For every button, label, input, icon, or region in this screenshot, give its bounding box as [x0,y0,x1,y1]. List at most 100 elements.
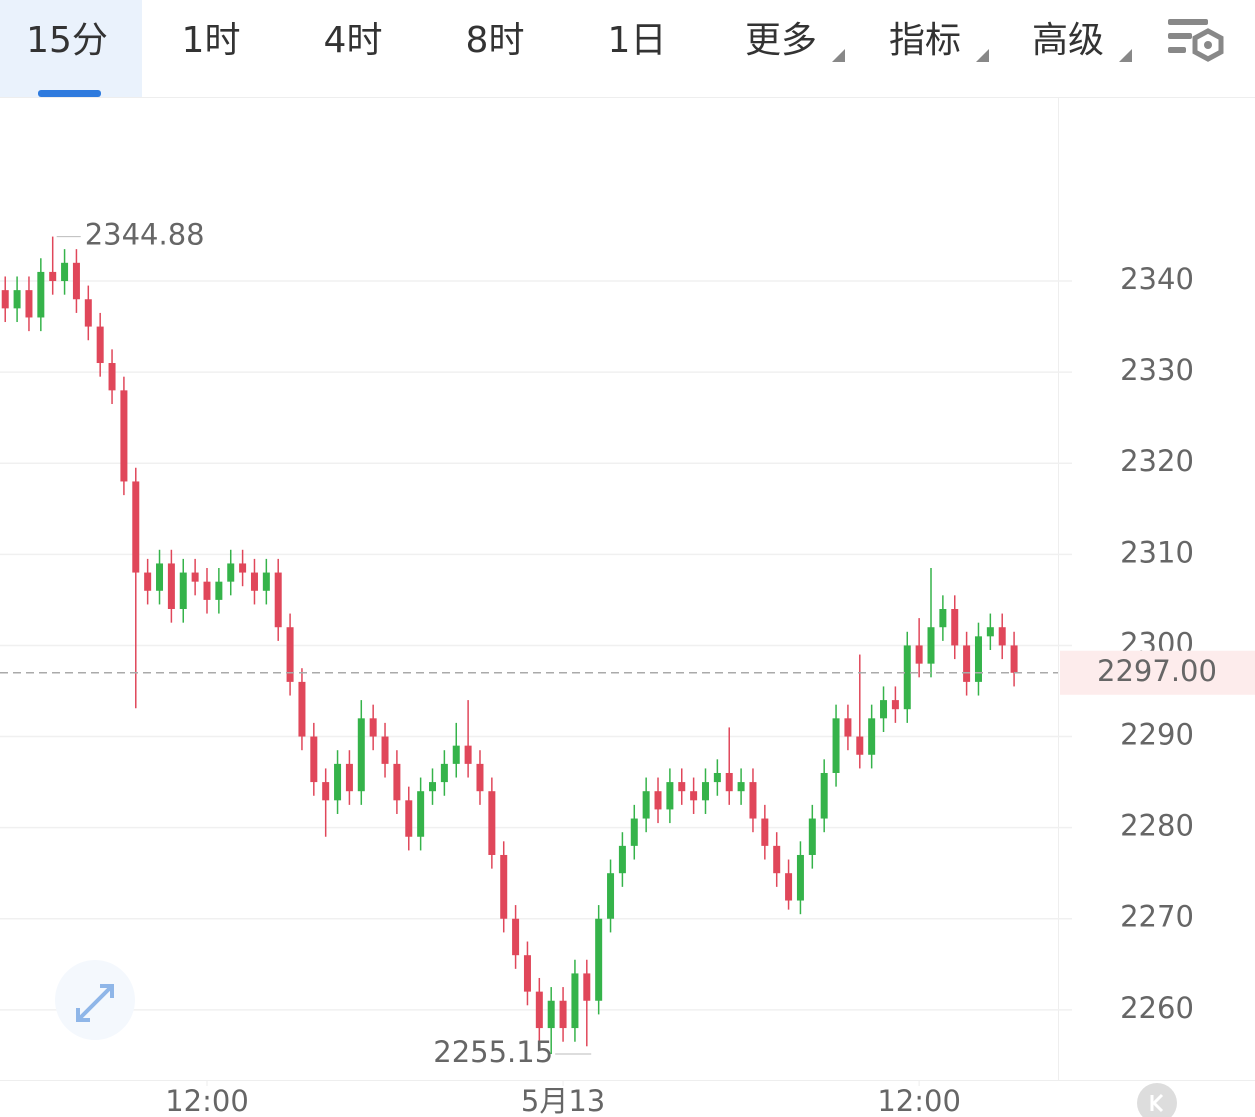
candle-body [713,772,721,783]
candle-body [749,782,757,819]
candle-body [476,763,484,792]
tab[interactable]: 8时 [466,20,525,61]
candle-body [405,800,413,837]
candle-body [986,627,994,637]
last-price-label: 2297.00 [1097,654,1217,688]
candle-body [915,645,923,664]
tab[interactable]: 1日 [608,20,667,61]
candle-body [607,873,615,919]
candle-body [120,390,128,482]
active-tab-bg [0,0,142,97]
candle-body [61,262,69,282]
candle-body [369,718,377,737]
tab[interactable]: 高级 [1032,20,1104,61]
candle-body [262,572,270,591]
y-tick-label: 2280 [1120,809,1194,843]
y-tick-label: 2310 [1120,535,1194,569]
candle-body [96,326,104,364]
candle-body [761,818,769,846]
tab[interactable]: 更多 [745,20,817,61]
y-tick-label: 2290 [1120,718,1194,752]
tab[interactable]: 15分 [26,20,108,61]
candle-body [880,700,888,719]
expand-button[interactable] [55,960,135,1040]
candle-body [820,772,828,819]
candle-body [239,563,247,573]
x-tick-label: 12:00 [877,1084,961,1117]
candle-body [785,873,793,901]
candle-body [856,736,864,755]
candle-body [417,791,425,837]
candle-body [998,627,1006,646]
y-tick-label: 2330 [1120,353,1194,387]
candle-body [250,572,258,591]
candle-body [440,763,448,783]
candle-body [72,262,80,300]
y-tick-label: 2340 [1120,262,1194,296]
candle-body [500,854,508,919]
candle-body [725,772,733,792]
candle-body [191,572,199,582]
tab[interactable]: 4时 [324,20,383,61]
candle-body [808,818,816,855]
candle-body [512,918,520,956]
candle-body [1010,645,1018,673]
candle-body [25,290,33,318]
candle-body [429,782,437,792]
dropdown-arrows [832,49,1132,62]
candle-body [618,845,626,874]
y-tick-label: 2260 [1120,991,1194,1025]
candle-body [523,955,531,992]
candle-body [452,745,460,764]
candle-body [903,645,911,710]
candle-body [334,763,342,801]
candle-body [654,791,662,810]
candle-body [678,782,686,792]
candle-body [535,991,543,1029]
settings-icon[interactable] [1168,19,1224,62]
tab[interactable]: 1时 [182,20,241,61]
candle-body [666,782,674,810]
candle-body [690,791,698,801]
tab[interactable]: 指标 [889,20,961,61]
candle-body [13,290,21,309]
x-tick-label: 5月13 [521,1084,605,1117]
candle-body [571,973,579,1029]
candle-body [488,791,496,855]
candle-body [630,818,638,846]
candle-body [951,608,959,646]
candle-body [393,763,401,801]
candle-body [215,581,223,600]
candle-body [144,572,152,591]
candle-body [939,608,947,628]
candle-body [963,645,971,682]
active-tab-indicator [38,90,101,97]
candle-body [1,290,9,309]
candle-body [227,563,235,582]
candle-body [832,718,840,773]
candle-body [927,627,935,664]
min-label: 2255.15 [433,1035,553,1069]
candle-body [37,271,45,318]
candle-body [286,627,294,682]
candle-body [381,736,389,764]
candle-body [132,481,140,573]
candle-body [891,700,899,710]
scroll-latest-button[interactable] [1137,1083,1177,1117]
candle-body [737,782,745,792]
candle-body [310,736,318,783]
candle-body [464,745,472,764]
candle-body [49,271,57,282]
candle-body [156,563,164,591]
candle-body [179,572,187,609]
y-tick-label: 2320 [1120,444,1194,478]
candle-body [547,1000,555,1029]
candle-body [868,718,876,755]
candle-body [357,718,365,792]
candle-body [642,791,650,819]
candle-body [974,636,982,682]
candle-body [84,299,92,327]
candle-body [298,681,306,737]
